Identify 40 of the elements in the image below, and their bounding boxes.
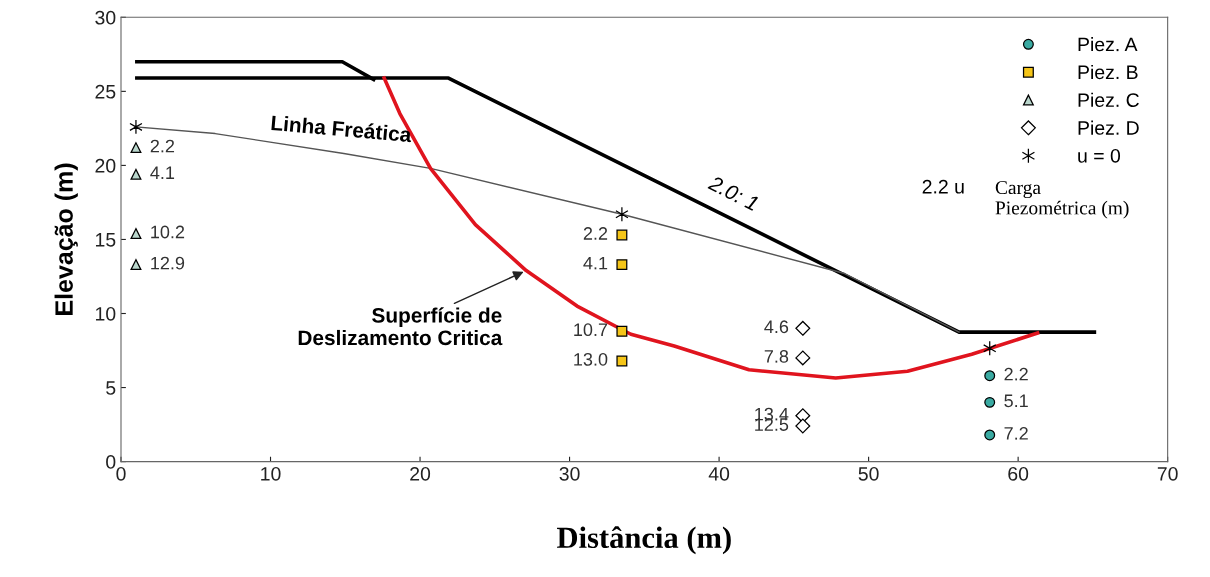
- legend-label: Piez. D: [1078, 120, 1139, 135]
- annotation: 2.2 u: [922, 179, 964, 194]
- legend-label: Piez. A: [1078, 37, 1138, 52]
- y-tick-label: 20: [95, 158, 116, 173]
- y-tick-label: 0: [106, 455, 116, 469]
- annotation: 5.1: [1004, 394, 1028, 408]
- annotation: 7.8: [764, 349, 789, 363]
- x-tick-label: 60: [1008, 466, 1029, 481]
- x-tick-label: 10: [261, 466, 281, 481]
- annotation: 2.2: [150, 139, 175, 153]
- x-tick-label: 40: [708, 466, 730, 481]
- y-tick-label: 30: [95, 10, 116, 25]
- x-tick-label: 30: [559, 466, 580, 481]
- annotation: 7.2: [1004, 427, 1028, 440]
- annotation: Carga Piezométrica (m): [995, 181, 1129, 219]
- y-tick-label: 5: [106, 381, 116, 395]
- y-axis-title: Elevação (m): [54, 163, 78, 315]
- annotation: 4.6: [764, 320, 789, 334]
- annotation: 10.2: [151, 225, 185, 239]
- annotation: 4.1: [583, 256, 608, 270]
- annotation: 2.0: 1: [707, 174, 760, 212]
- annotation: Superfície de Deslizamento Critica: [298, 307, 503, 346]
- annotation: 13.0: [574, 352, 608, 366]
- y-tick-label: 15: [96, 233, 116, 247]
- annotation: 2.2: [583, 227, 608, 240]
- legend-label: Piez. C: [1078, 92, 1139, 108]
- annotation: 2.2: [1004, 367, 1028, 381]
- legend-label: u = 0: [1078, 148, 1121, 163]
- annotation: 12.9: [151, 256, 185, 270]
- x-tick-label: 0: [116, 466, 126, 481]
- legend-label: Piez. B: [1078, 64, 1138, 80]
- x-tick-label: 70: [1157, 466, 1178, 481]
- y-tick-label: 25: [95, 84, 116, 99]
- y-tick-label: 10: [96, 306, 116, 321]
- x-tick-label: 20: [410, 466, 431, 481]
- x-tick-label: 50: [858, 466, 879, 481]
- annotation: Linha Freática: [271, 114, 413, 143]
- x-axis-title: Distância (m): [557, 526, 731, 555]
- annotation: 4.1: [150, 166, 175, 179]
- annotation: 10.7: [574, 323, 608, 337]
